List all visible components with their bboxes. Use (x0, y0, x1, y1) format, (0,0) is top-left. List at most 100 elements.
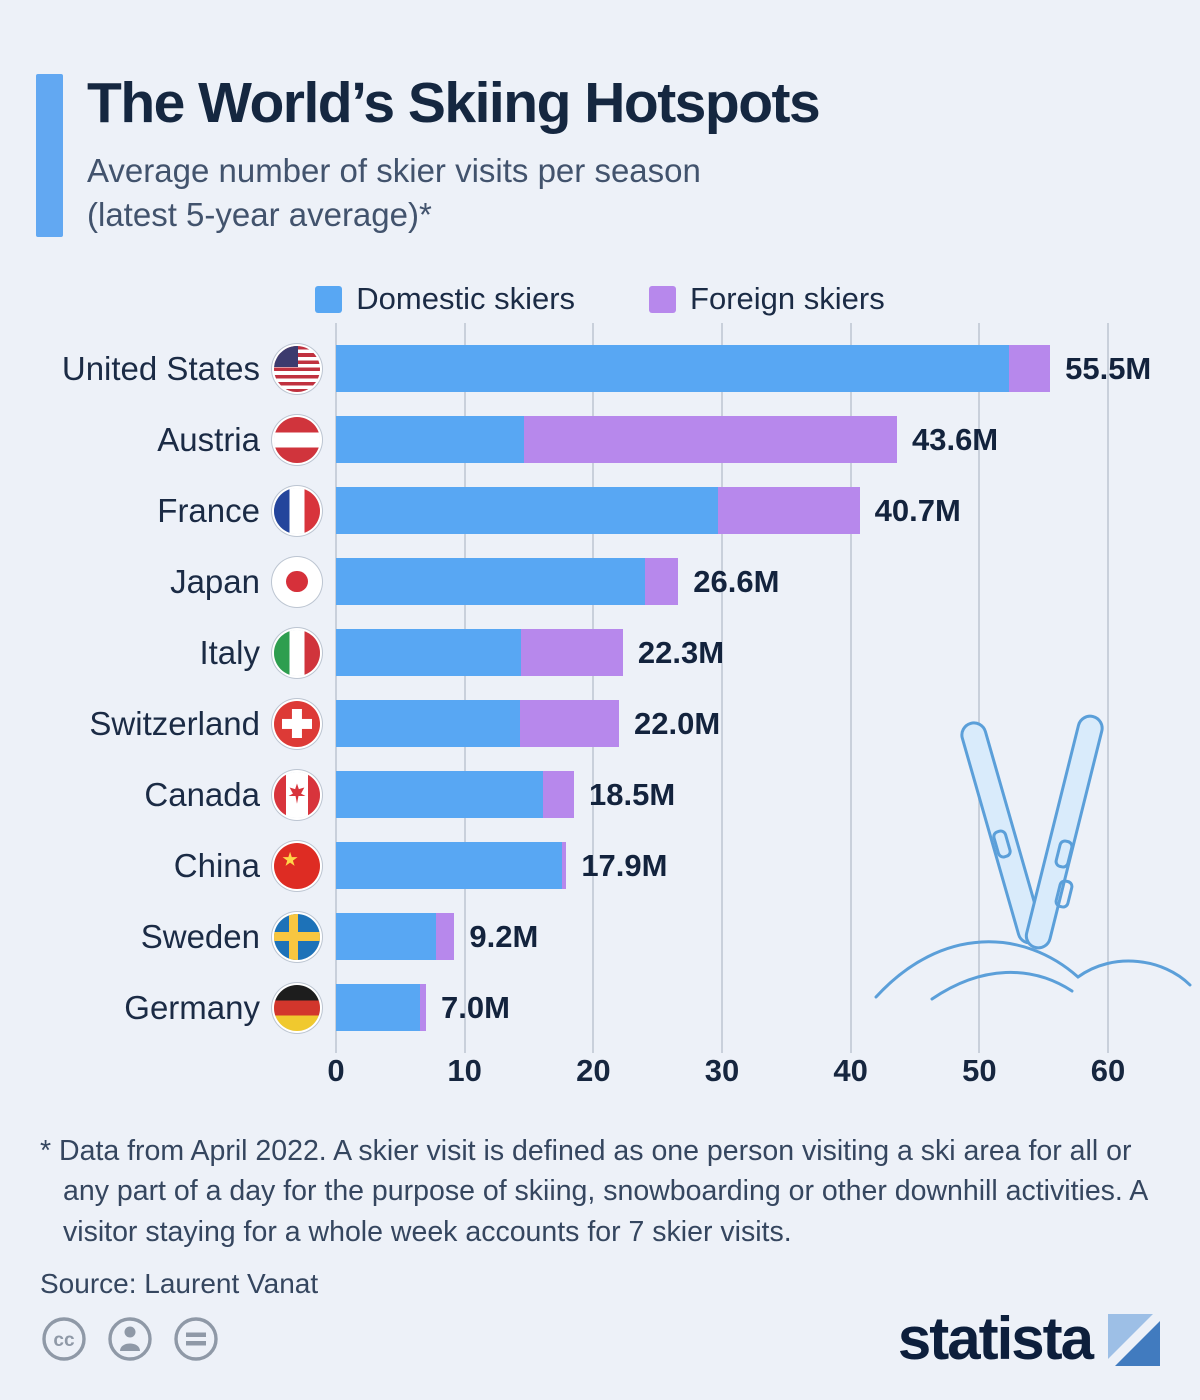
x-axis-tick-label: 30 (704, 1053, 740, 1088)
x-axis: 0 10 20 30 40 50 60 (327, 1053, 1200, 1105)
bar-row: 26.6M (336, 546, 1200, 617)
country-name: Austria (157, 420, 260, 458)
statista-logo[interactable]: statista (897, 1305, 1160, 1372)
total-value-label: 43.6M (911, 421, 999, 457)
foreign-bar-segment (543, 771, 575, 818)
x-axis-tick-label: 10 (447, 1053, 482, 1088)
foreign-bar-segment (1008, 345, 1051, 392)
stacked-bar (336, 345, 1051, 392)
foreign-bar-segment (523, 416, 897, 463)
header: The World’s Skiing Hotspots Average numb… (0, 0, 1200, 237)
country-name: Germany (124, 988, 260, 1026)
domestic-swatch-icon (315, 285, 343, 313)
country-label-row: China (36, 830, 336, 901)
domestic-bar-segment (336, 842, 563, 889)
country-name: Sweden (140, 917, 260, 955)
foreign-swatch-icon (649, 285, 677, 313)
stacked-bar (336, 913, 455, 960)
x-axis-tick-label: 0 (327, 1053, 345, 1088)
stacked-bar (336, 771, 575, 818)
domestic-bar-segment (336, 700, 520, 747)
title-accent-bar (36, 74, 63, 237)
domestic-bar-segment (336, 984, 420, 1031)
subtitle: Average number of skier visits per seaso… (87, 149, 819, 236)
attribution-person-icon[interactable] (106, 1315, 154, 1363)
country-label-row: Germany (36, 972, 336, 1043)
country-name: Japan (170, 562, 260, 600)
svg-text:cc: cc (53, 1330, 75, 1351)
bar-row: 9.2M (336, 901, 1200, 972)
bar-row: 22.0M (336, 688, 1200, 759)
foreign-bar-segment (521, 629, 623, 676)
legend-label-foreign: Foreign skiers (690, 281, 885, 316)
domestic-bar-segment (336, 771, 544, 818)
bar-row: 43.6M (336, 404, 1200, 475)
bar-row: 17.9M (336, 830, 1200, 901)
total-value-label: 40.7M (874, 492, 961, 528)
country-label-row: Italy (36, 617, 336, 688)
country-label-row: Canada (36, 759, 336, 830)
cc-icon[interactable]: cc (40, 1315, 88, 1363)
flag-ch-icon (274, 700, 320, 747)
total-value-label: 7.0M (441, 989, 510, 1025)
flag-at-icon (274, 416, 320, 463)
stacked-bar (336, 558, 679, 605)
no-derivatives-icon[interactable] (172, 1315, 220, 1363)
flag-us-icon (274, 345, 320, 392)
stacked-bar (336, 842, 567, 889)
total-value-label: 18.5M (589, 776, 676, 812)
country-label-row: Sweden (36, 901, 336, 972)
foreign-bar-segment (562, 842, 567, 889)
total-value-label: 55.5M (1065, 350, 1152, 386)
bar-row: 7.0M (336, 972, 1200, 1043)
stacked-bar (336, 629, 623, 676)
bar-chart: United States Austria France Japan Italy Swit… (0, 323, 1200, 1105)
foreign-bar-segment (436, 913, 455, 960)
country-label-row: Japan (36, 546, 336, 617)
domestic-bar-segment (336, 487, 719, 534)
x-axis-tick-label: 50 (962, 1053, 997, 1088)
statista-wordmark: statista (897, 1305, 1094, 1372)
country-name: United States (61, 349, 260, 387)
flag-jp-icon (274, 558, 320, 605)
x-axis-tick-label: 40 (833, 1053, 868, 1088)
foreign-bar-segment (419, 984, 427, 1031)
country-label-row: United States (36, 333, 336, 404)
bar-row: 18.5M (336, 759, 1200, 830)
plot-area: 55.5M 43.6M 40.7M 26.6M 22.3M 22.0M 18.5M 17.9M… (327, 323, 1200, 1105)
flag-cn-icon (274, 842, 320, 889)
footnote: * Data from April 2022. A skier visit is… (40, 1135, 1147, 1248)
domestic-bar-segment (336, 558, 645, 605)
domestic-bar-segment (336, 416, 524, 463)
stacked-bar (336, 487, 860, 534)
flag-it-icon (274, 629, 320, 676)
bar-row: 40.7M (336, 475, 1200, 546)
statista-mark-icon (1108, 1314, 1160, 1366)
total-value-label: 17.9M (581, 847, 668, 883)
legend-item-domestic: Domestic skiers (315, 281, 575, 317)
country-label-row: Austria (36, 404, 336, 475)
total-value-label: 22.0M (634, 705, 721, 741)
domestic-bar-segment (336, 345, 1009, 392)
footer: cc statista (0, 1305, 1200, 1372)
stacked-bar (336, 416, 897, 463)
country-label-row: Switzerland (36, 688, 336, 759)
subtitle-line-1: Average number of skier visits per seaso… (87, 152, 701, 190)
stacked-bar (336, 984, 427, 1031)
x-axis-tick-label: 60 (1090, 1053, 1126, 1088)
bar-rows: 55.5M 43.6M 40.7M 26.6M 22.3M 22.0M 18.5M 17.9M… (336, 333, 1200, 1043)
country-name: Italy (199, 633, 260, 671)
cc-license-icons: cc (40, 1315, 220, 1363)
foreign-bar-segment (644, 558, 679, 605)
country-name: China (173, 846, 260, 884)
header-text: The World’s Skiing Hotspots Average numb… (87, 71, 821, 237)
total-value-label: 22.3M (637, 634, 725, 670)
subtitle-line-2: (latest 5-year average)* (87, 195, 432, 233)
total-value-label: 26.6M (693, 563, 780, 599)
page-title: The World’s Skiing Hotspots (87, 71, 821, 135)
country-name: Canada (144, 775, 260, 813)
bar-row: 22.3M (336, 617, 1200, 688)
foreign-bar-segment (519, 700, 620, 747)
flag-se-icon (274, 913, 320, 960)
